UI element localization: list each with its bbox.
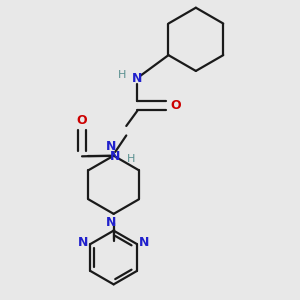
Text: H: H <box>127 154 135 164</box>
Text: O: O <box>77 114 87 128</box>
Text: N: N <box>139 236 149 249</box>
Text: N: N <box>106 216 116 229</box>
Text: N: N <box>78 236 88 249</box>
Text: N: N <box>106 140 116 153</box>
Text: O: O <box>170 99 181 112</box>
Text: N: N <box>132 72 142 86</box>
Text: N: N <box>110 150 120 163</box>
Text: H: H <box>118 70 126 80</box>
